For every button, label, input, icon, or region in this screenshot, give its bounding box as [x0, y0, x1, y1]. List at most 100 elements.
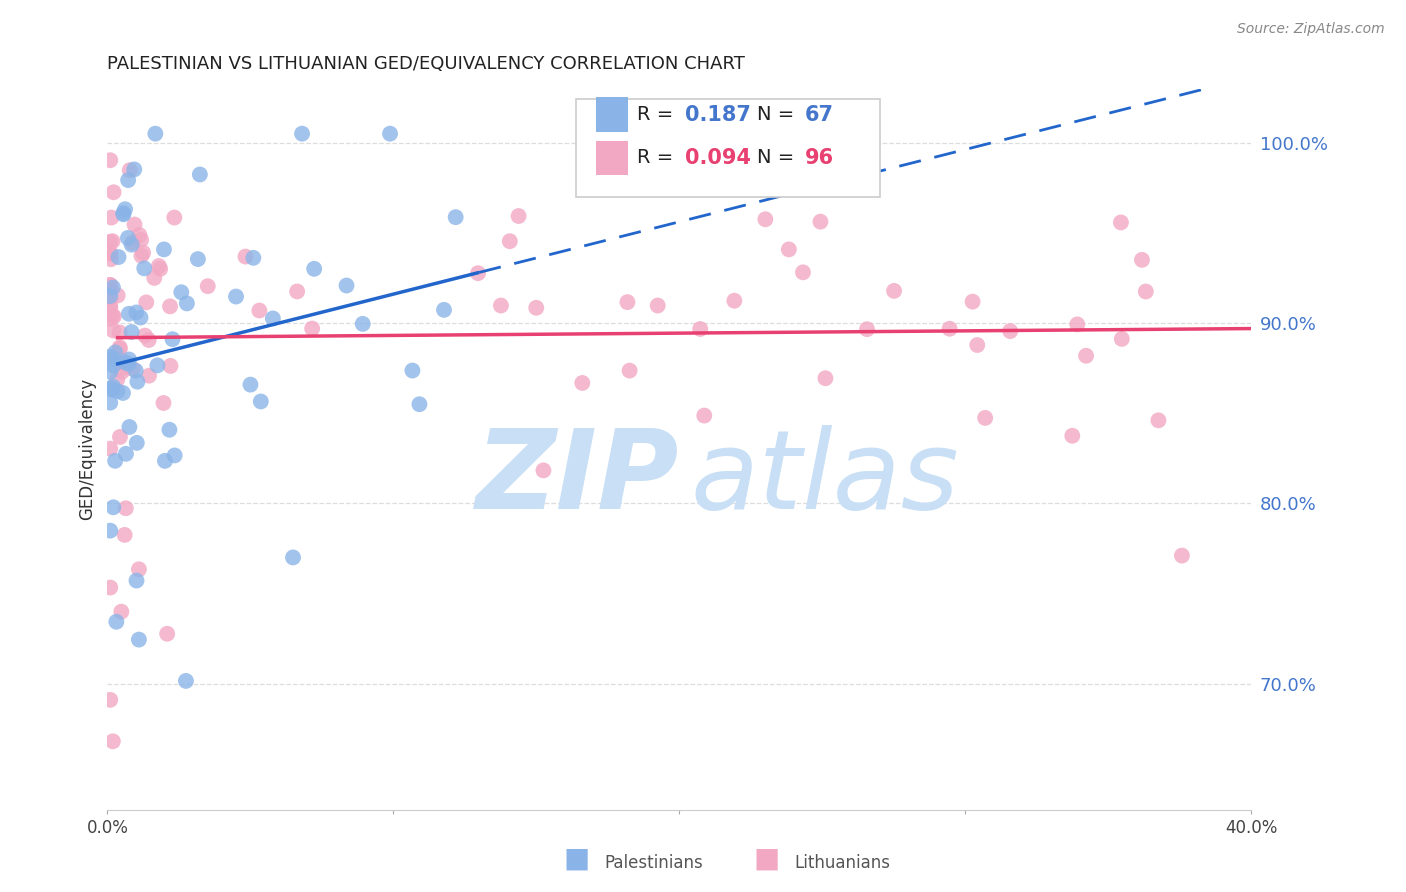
Point [974, 411, 997, 425]
Point [103, 323, 125, 337]
Point [112, 206, 135, 220]
Point [98, 442, 121, 456]
Point [489, 299, 512, 313]
Point [148, 259, 170, 273]
Point [689, 322, 711, 336]
Point [883, 284, 905, 298]
Point [335, 278, 357, 293]
Point [101, 379, 124, 393]
Point [98, 289, 121, 303]
Point [1147, 413, 1170, 427]
Point [98, 246, 121, 260]
Point [533, 463, 555, 477]
Text: N =: N = [758, 148, 800, 168]
Point [143, 271, 166, 285]
Point [114, 202, 136, 217]
Point [647, 299, 669, 313]
Point [998, 324, 1021, 338]
Point [157, 423, 180, 437]
Point [98, 395, 121, 409]
Point [524, 301, 547, 315]
Point [101, 234, 124, 248]
Point [723, 293, 745, 308]
Point [1074, 349, 1097, 363]
Point [121, 361, 143, 376]
Text: ■: ■ [754, 845, 779, 872]
Point [433, 302, 456, 317]
Point [187, 252, 209, 266]
Point [152, 396, 174, 410]
Point [262, 311, 284, 326]
Text: Source: ZipAtlas.com: Source: ZipAtlas.com [1237, 22, 1385, 37]
Point [108, 430, 131, 444]
Point [1066, 318, 1088, 332]
Point [225, 289, 247, 303]
Point [111, 386, 134, 401]
Point [101, 383, 124, 397]
Point [115, 447, 138, 461]
Point [149, 261, 172, 276]
Text: 96: 96 [806, 148, 834, 168]
Point [108, 342, 131, 356]
Point [247, 303, 270, 318]
Point [98, 246, 121, 260]
Point [1062, 429, 1084, 443]
Point [163, 449, 186, 463]
Point [302, 261, 325, 276]
Point [153, 454, 176, 468]
Point [962, 294, 984, 309]
Point [159, 299, 181, 313]
Text: PALESTINIAN VS LITHUANIAN GED/EQUIVALENCY CORRELATION CHART: PALESTINIAN VS LITHUANIAN GED/EQUIVALENC… [107, 55, 745, 73]
Point [125, 574, 148, 588]
Point [508, 209, 530, 223]
Point [938, 322, 960, 336]
Point [778, 243, 800, 257]
Point [121, 325, 143, 339]
Text: atlas: atlas [690, 425, 959, 532]
Point [101, 280, 124, 294]
Point [114, 356, 136, 370]
Point [104, 345, 127, 359]
Text: ZIP: ZIP [475, 425, 679, 532]
Point [118, 420, 141, 434]
Point [105, 372, 128, 386]
Point [159, 359, 181, 373]
Point [100, 252, 122, 267]
Point [112, 207, 135, 221]
Point [128, 227, 150, 242]
Point [156, 626, 179, 640]
Point [285, 285, 308, 299]
Point [444, 210, 467, 224]
Point [129, 233, 152, 247]
Point [98, 278, 121, 293]
Point [117, 357, 139, 371]
Point [98, 235, 121, 249]
Point [98, 693, 121, 707]
Point [107, 288, 129, 302]
Point [101, 734, 124, 748]
Point [127, 375, 149, 389]
FancyBboxPatch shape [576, 99, 880, 197]
Point [401, 363, 423, 377]
Point [571, 376, 593, 390]
Point [352, 317, 374, 331]
Point [129, 310, 152, 325]
Point [117, 231, 139, 245]
Point [754, 212, 776, 227]
Point [128, 562, 150, 576]
Point [146, 359, 169, 373]
Point [98, 153, 121, 168]
FancyBboxPatch shape [596, 97, 628, 132]
Point [100, 211, 122, 225]
Text: R =: R = [637, 148, 679, 168]
Point [98, 312, 121, 326]
Point [117, 357, 139, 371]
Text: Palestinians: Palestinians [605, 855, 703, 872]
Point [1109, 215, 1132, 229]
Point [132, 245, 155, 260]
Point [98, 581, 121, 595]
Point [239, 377, 262, 392]
FancyBboxPatch shape [596, 141, 628, 175]
Point [138, 333, 160, 347]
Point [281, 550, 304, 565]
